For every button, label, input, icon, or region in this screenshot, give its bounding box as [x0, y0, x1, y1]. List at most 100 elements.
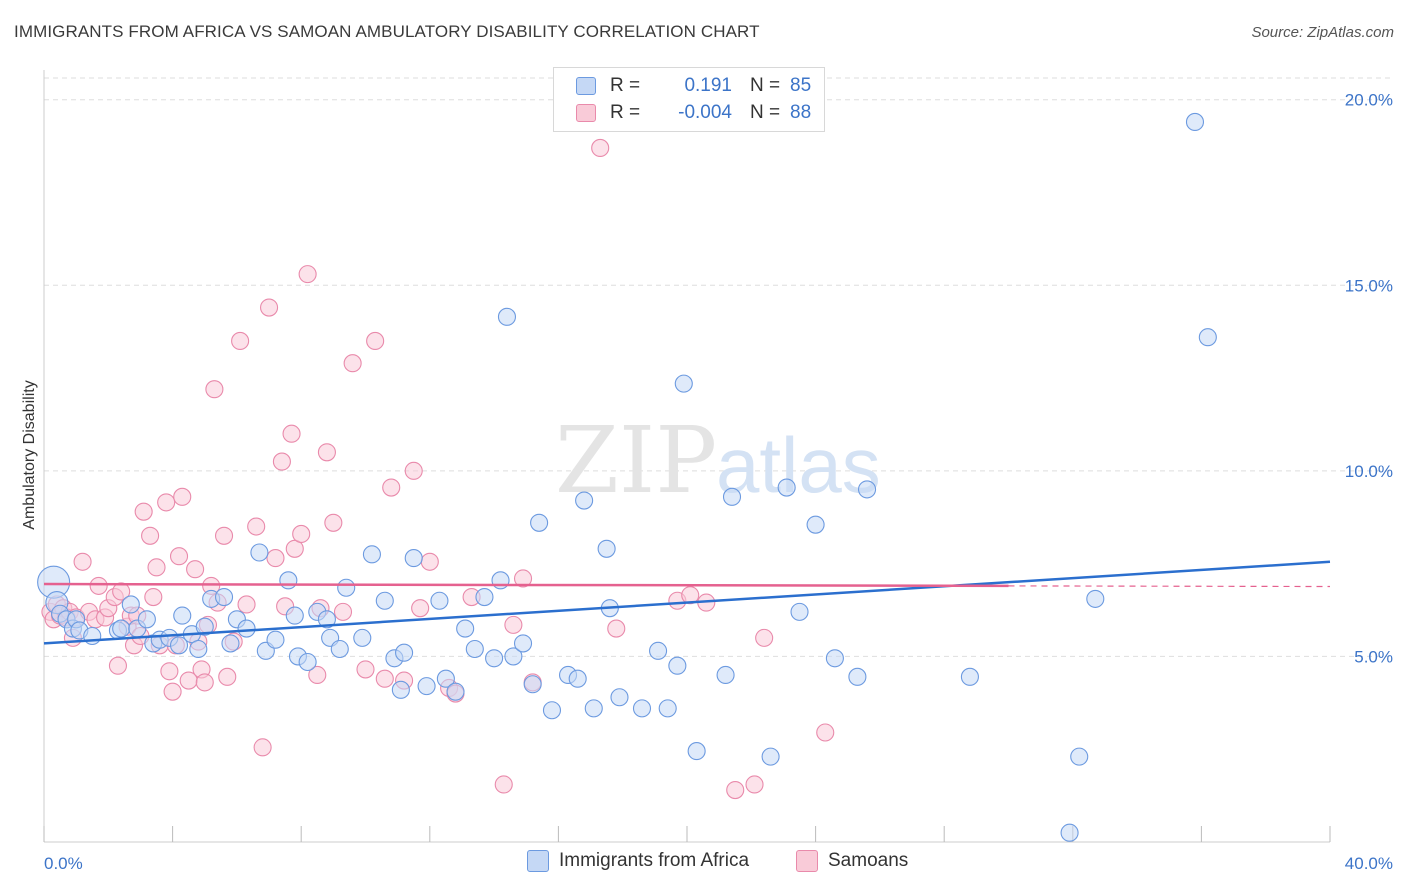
correlation-legend: R = 0.191 N = 85 R = -0.004 N = 88	[553, 67, 825, 132]
africa-point	[221, 634, 240, 653]
r-value: -0.004	[678, 102, 732, 123]
y-tick-label: 5.0%	[1354, 647, 1393, 666]
africa-point	[362, 545, 381, 564]
africa-legend-label: Immigrants from Africa	[559, 850, 750, 871]
samoans-point	[308, 665, 327, 685]
samoans-point	[247, 517, 266, 536]
africa-point	[632, 699, 652, 718]
samoans-point	[147, 558, 166, 577]
africa-point	[790, 602, 809, 621]
samoans-trend-line	[43, 582, 1009, 588]
samoans-point	[745, 775, 764, 794]
samoans-legend-label: Samoans	[828, 850, 909, 871]
africa-point	[513, 634, 533, 653]
africa-point	[1198, 328, 1217, 347]
samoans-point	[681, 586, 700, 605]
watermark: ZIP atlas	[555, 407, 881, 514]
africa-point	[317, 610, 336, 629]
samoans-point	[173, 487, 192, 506]
africa-trend-line	[43, 560, 1331, 645]
samoans-point	[292, 524, 311, 543]
samoans-point	[404, 461, 423, 480]
africa-point	[237, 619, 256, 638]
bottom-legend-africa: Immigrants from Africa	[527, 850, 749, 872]
samoans-swatch	[796, 850, 818, 872]
samoans-point	[356, 660, 375, 679]
samoans-point	[231, 331, 250, 350]
africa-point	[674, 374, 693, 393]
africa-point	[1070, 747, 1089, 766]
samoans-point	[513, 569, 533, 588]
africa-swatch	[527, 850, 549, 872]
n-label: N =	[750, 102, 781, 123]
y-tick-label: 15.0%	[1345, 276, 1393, 295]
africa-point	[266, 630, 285, 649]
samoans-trend-extension	[1008, 585, 1331, 588]
samoans-point	[160, 662, 179, 681]
y-tick-label: 10.0%	[1345, 462, 1393, 481]
africa-point	[1185, 112, 1205, 132]
samoans-point	[169, 547, 189, 566]
africa-point	[597, 539, 616, 558]
africa-point	[777, 478, 796, 497]
africa-point	[491, 571, 510, 590]
samoans-point	[607, 619, 626, 638]
n-label: N =	[750, 75, 781, 96]
samoans-point	[333, 602, 353, 621]
africa-point	[806, 515, 825, 534]
tick-labels: 5.0% 10.0% 15.0% 20.0% 0.0% 40.0%	[44, 91, 1393, 873]
samoans-point	[218, 667, 237, 686]
africa-point	[214, 587, 234, 607]
samoans-point	[591, 138, 610, 157]
africa-point	[857, 480, 877, 499]
samoans-point	[163, 682, 182, 701]
africa-points	[37, 112, 1217, 842]
samoans-point	[726, 780, 745, 800]
samoans-point	[375, 669, 394, 688]
r-value: 0.191	[684, 75, 732, 96]
blue-swatch	[576, 77, 596, 95]
samoans-point	[816, 723, 835, 742]
africa-point	[430, 591, 449, 610]
africa-point	[584, 699, 603, 718]
watermark-atlas: atlas	[716, 421, 881, 509]
samoans-point	[253, 738, 272, 757]
africa-point	[404, 549, 423, 568]
samoans-point	[144, 587, 163, 607]
africa-point	[530, 513, 549, 532]
samoans-point	[259, 298, 279, 317]
samoans-point	[343, 354, 362, 373]
africa-point	[668, 656, 687, 675]
samoans-point	[141, 526, 160, 545]
africa-point	[825, 649, 844, 668]
africa-point	[575, 491, 594, 510]
africa-point	[649, 641, 668, 660]
samoans-point	[272, 452, 291, 471]
samoans-point	[266, 549, 285, 568]
samoans-point	[186, 560, 205, 579]
africa-point	[121, 595, 140, 614]
samoans-point	[195, 673, 214, 692]
africa-point	[848, 667, 867, 686]
africa-point	[353, 628, 372, 647]
samoans-point	[205, 380, 224, 399]
samoans-point	[282, 424, 301, 443]
africa-point	[279, 571, 298, 590]
samoans-point	[298, 265, 317, 284]
africa-point	[298, 652, 317, 672]
africa-point	[722, 487, 742, 506]
africa-point	[169, 636, 189, 655]
source-credit: Source: ZipAtlas.com	[1251, 24, 1394, 41]
samoans-point	[317, 443, 336, 462]
r-label: R =	[610, 102, 641, 123]
africa-point	[391, 680, 410, 699]
samoans-point	[755, 628, 774, 647]
africa-point	[137, 610, 156, 629]
africa-point	[446, 682, 465, 701]
x-tick-label-max: 40.0%	[1345, 854, 1393, 873]
samoans-point	[324, 513, 343, 532]
legend-row-africa: R = 0.191 N = 85	[576, 73, 811, 99]
samoans-point	[504, 615, 523, 634]
africa-point	[716, 665, 735, 685]
africa-point	[250, 543, 269, 562]
